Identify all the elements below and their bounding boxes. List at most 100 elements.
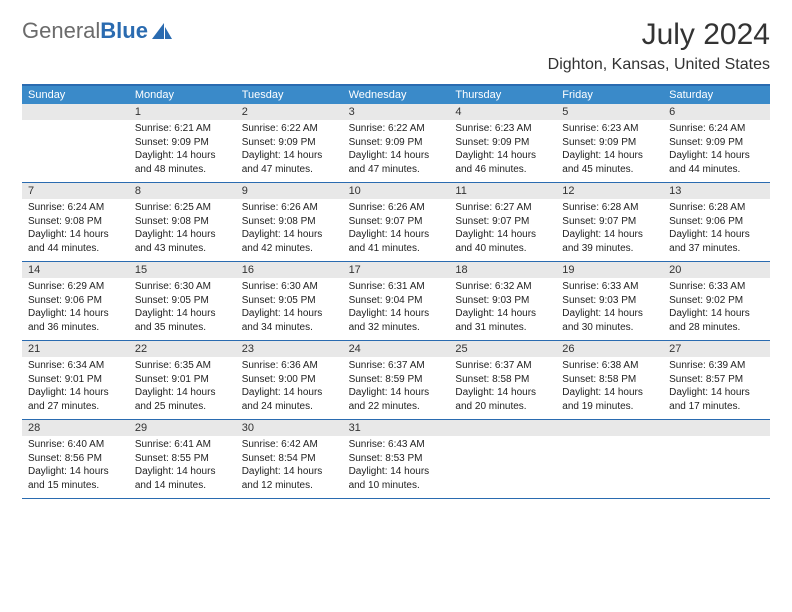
cell-daylight2: and 47 minutes.	[242, 163, 337, 177]
cell-daylight2: and 22 minutes.	[349, 400, 444, 414]
daynum-row: 2	[236, 104, 343, 120]
cell-daylight1: Daylight: 14 hours	[669, 228, 764, 242]
daynum-row: 13	[663, 183, 770, 199]
daynum-row: 9	[236, 183, 343, 199]
day-number: 17	[349, 263, 361, 278]
calendar-cell: 4Sunrise: 6:23 AMSunset: 9:09 PMDaylight…	[449, 104, 556, 182]
calendar-cell: 26Sunrise: 6:38 AMSunset: 8:58 PMDayligh…	[556, 341, 663, 419]
cell-sunset: Sunset: 8:55 PM	[135, 452, 230, 466]
cell-daylight2: and 31 minutes.	[455, 321, 550, 335]
calendar-week: 21Sunrise: 6:34 AMSunset: 9:01 PMDayligh…	[22, 341, 770, 420]
daynum-row: 5	[556, 104, 663, 120]
cell-daylight2: and 34 minutes.	[242, 321, 337, 335]
day-number: 9	[242, 184, 248, 199]
cell-daylight1: Daylight: 14 hours	[562, 228, 657, 242]
daynum-row: 6	[663, 104, 770, 120]
cell-sunrise: Sunrise: 6:38 AM	[562, 359, 657, 373]
cell-daylight2: and 15 minutes.	[28, 479, 123, 493]
cell-sunset: Sunset: 9:07 PM	[562, 215, 657, 229]
cell-daylight2: and 44 minutes.	[28, 242, 123, 256]
cell-daylight2: and 44 minutes.	[669, 163, 764, 177]
cell-daylight1: Daylight: 14 hours	[135, 149, 230, 163]
day-number: 5	[562, 105, 568, 120]
cell-sunset: Sunset: 9:00 PM	[242, 373, 337, 387]
cell-sunrise: Sunrise: 6:25 AM	[135, 201, 230, 215]
cell-daylight1: Daylight: 14 hours	[28, 228, 123, 242]
cell-daylight2: and 40 minutes.	[455, 242, 550, 256]
day-number: 20	[669, 263, 681, 278]
cell-daylight1: Daylight: 14 hours	[349, 228, 444, 242]
daynum-row	[556, 420, 663, 436]
title-block: July 2024 Dighton, Kansas, United States	[548, 18, 770, 74]
cell-sunset: Sunset: 9:09 PM	[242, 136, 337, 150]
calendar-cell: 11Sunrise: 6:27 AMSunset: 9:07 PMDayligh…	[449, 183, 556, 261]
cell-daylight2: and 17 minutes.	[669, 400, 764, 414]
day-number: 19	[562, 263, 574, 278]
calendar-cell: 22Sunrise: 6:35 AMSunset: 9:01 PMDayligh…	[129, 341, 236, 419]
calendar-cell-empty	[556, 420, 663, 498]
daynum-row: 25	[449, 341, 556, 357]
calendar-cell: 14Sunrise: 6:29 AMSunset: 9:06 PMDayligh…	[22, 262, 129, 340]
cell-daylight2: and 25 minutes.	[135, 400, 230, 414]
dow-friday: Friday	[556, 86, 663, 104]
cell-daylight1: Daylight: 14 hours	[349, 386, 444, 400]
calendar-cell: 5Sunrise: 6:23 AMSunset: 9:09 PMDaylight…	[556, 104, 663, 182]
cell-sunset: Sunset: 9:04 PM	[349, 294, 444, 308]
cell-daylight1: Daylight: 14 hours	[242, 149, 337, 163]
cell-sunset: Sunset: 8:58 PM	[562, 373, 657, 387]
daynum-row: 31	[343, 420, 450, 436]
day-number: 23	[242, 342, 254, 357]
day-number: 31	[349, 421, 361, 436]
calendar-cell: 15Sunrise: 6:30 AMSunset: 9:05 PMDayligh…	[129, 262, 236, 340]
day-number: 14	[28, 263, 40, 278]
day-number: 29	[135, 421, 147, 436]
dow-row: Sunday Monday Tuesday Wednesday Thursday…	[22, 86, 770, 104]
daynum-row: 7	[22, 183, 129, 199]
cell-sunset: Sunset: 9:08 PM	[135, 215, 230, 229]
calendar-cell: 3Sunrise: 6:22 AMSunset: 9:09 PMDaylight…	[343, 104, 450, 182]
cell-sunset: Sunset: 9:08 PM	[242, 215, 337, 229]
daynum-row: 18	[449, 262, 556, 278]
calendar-cell: 20Sunrise: 6:33 AMSunset: 9:02 PMDayligh…	[663, 262, 770, 340]
day-number: 11	[455, 184, 466, 199]
calendar-cell: 6Sunrise: 6:24 AMSunset: 9:09 PMDaylight…	[663, 104, 770, 182]
logo-text: GeneralBlue	[22, 18, 148, 44]
weeks-container: 1Sunrise: 6:21 AMSunset: 9:09 PMDaylight…	[22, 104, 770, 499]
cell-daylight1: Daylight: 14 hours	[135, 228, 230, 242]
cell-sunset: Sunset: 9:05 PM	[135, 294, 230, 308]
cell-sunrise: Sunrise: 6:21 AM	[135, 122, 230, 136]
cell-daylight2: and 36 minutes.	[28, 321, 123, 335]
cell-daylight2: and 43 minutes.	[135, 242, 230, 256]
cell-daylight2: and 14 minutes.	[135, 479, 230, 493]
cell-sunset: Sunset: 8:54 PM	[242, 452, 337, 466]
cell-sunrise: Sunrise: 6:31 AM	[349, 280, 444, 294]
daynum-row: 27	[663, 341, 770, 357]
daynum-row: 11	[449, 183, 556, 199]
cell-daylight2: and 41 minutes.	[349, 242, 444, 256]
calendar-cell: 9Sunrise: 6:26 AMSunset: 9:08 PMDaylight…	[236, 183, 343, 261]
cell-daylight1: Daylight: 14 hours	[349, 307, 444, 321]
cell-sunrise: Sunrise: 6:30 AM	[135, 280, 230, 294]
calendar-cell: 24Sunrise: 6:37 AMSunset: 8:59 PMDayligh…	[343, 341, 450, 419]
cell-daylight2: and 42 minutes.	[242, 242, 337, 256]
cell-sunrise: Sunrise: 6:23 AM	[455, 122, 550, 136]
cell-sunrise: Sunrise: 6:24 AM	[669, 122, 764, 136]
cell-sunset: Sunset: 9:09 PM	[562, 136, 657, 150]
cell-sunrise: Sunrise: 6:28 AM	[669, 201, 764, 215]
daynum-row: 17	[343, 262, 450, 278]
daynum-row: 10	[343, 183, 450, 199]
calendar-cell: 2Sunrise: 6:22 AMSunset: 9:09 PMDaylight…	[236, 104, 343, 182]
calendar-cell: 28Sunrise: 6:40 AMSunset: 8:56 PMDayligh…	[22, 420, 129, 498]
daynum-row: 22	[129, 341, 236, 357]
cell-daylight2: and 10 minutes.	[349, 479, 444, 493]
cell-daylight1: Daylight: 14 hours	[135, 465, 230, 479]
cell-daylight1: Daylight: 14 hours	[349, 465, 444, 479]
cell-sunset: Sunset: 9:05 PM	[242, 294, 337, 308]
dow-wednesday: Wednesday	[343, 86, 450, 104]
cell-sunset: Sunset: 9:09 PM	[135, 136, 230, 150]
cell-daylight1: Daylight: 14 hours	[28, 386, 123, 400]
day-number: 26	[562, 342, 574, 357]
daynum-row: 30	[236, 420, 343, 436]
cell-sunrise: Sunrise: 6:30 AM	[242, 280, 337, 294]
daynum-row	[22, 104, 129, 120]
